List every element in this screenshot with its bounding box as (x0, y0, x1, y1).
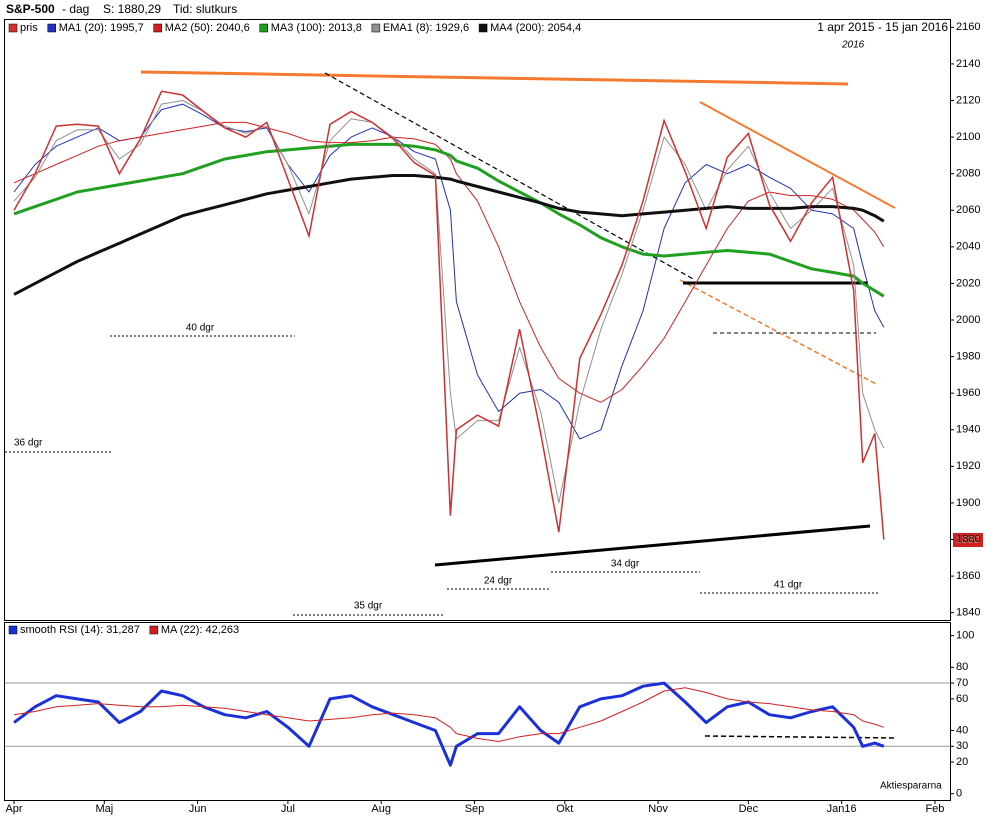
y-tick-label: 2080 (956, 168, 980, 180)
y-tick-label: 1980 (956, 350, 980, 362)
year-label: 2016 (841, 40, 865, 51)
title: S&P-500 (6, 2, 55, 16)
y-tick-label: 2000 (956, 314, 980, 326)
legend-label: smooth RSI (14): 31,287 (20, 624, 140, 636)
series-line (13, 142, 885, 298)
trend-line (140, 70, 849, 86)
y-tick-label: 70 (956, 677, 968, 689)
series-line (13, 687, 884, 742)
legend-swatch (47, 23, 56, 33)
period-label: 34 dgr (611, 559, 640, 570)
y-tick-label: 2100 (956, 131, 980, 143)
x-tick-label: Okt (556, 803, 573, 815)
rsi-frame (4, 622, 951, 801)
price-mode: Tid: slutkurs (173, 2, 237, 16)
legend-label: MA (22): 42,263 (161, 624, 239, 636)
legend-swatch (8, 23, 18, 33)
y-tick-label: 40 (956, 724, 968, 736)
period: - dag (62, 2, 89, 16)
period-arrows (5, 335, 878, 616)
trend-line (704, 735, 898, 739)
series-line (13, 681, 885, 767)
legend-swatch (153, 23, 162, 33)
x-tick-label: Jul (281, 803, 295, 815)
y-tick-label: 2120 (956, 94, 980, 106)
period-label: 35 dgr (354, 601, 383, 612)
period-label: 41 dgr (774, 580, 803, 591)
price-line (13, 90, 885, 540)
trend-line (324, 72, 696, 281)
x-tick-label: Dec (739, 803, 759, 815)
last-price-tag-text: 1880 (956, 534, 980, 546)
series-line (13, 121, 885, 403)
y-tick-label: 1880 (956, 533, 980, 545)
date-range: 1 apr 2015 - 15 jan 2016 (817, 20, 948, 34)
legend-swatch (149, 625, 159, 635)
period-label: 24 dgr (484, 576, 513, 587)
legend-bg (6, 21, 816, 35)
legend-swatch (478, 23, 488, 33)
last-price: S: 1880,29 (103, 2, 161, 16)
y-tick-label: 1860 (956, 570, 980, 582)
legend-bg (6, 624, 816, 638)
trend-lines (140, 70, 898, 739)
x-tick-label: Jan16 (827, 803, 857, 815)
y-tick-label: 2160 (956, 21, 980, 33)
legend-label: MA3 (100): 2013,8 (271, 22, 362, 34)
y-tick-label: 30 (956, 740, 968, 752)
x-tick-label: Apr (5, 803, 22, 815)
period-label: 40 dgr (186, 323, 215, 334)
y-tick-label: 20 (956, 756, 968, 768)
legend-label: pris (20, 22, 38, 34)
y-tick-label: 1900 (956, 497, 980, 509)
y-tick-label: 2040 (956, 241, 980, 253)
legend-label: MA1 (20): 1995,7 (59, 22, 144, 34)
legend-swatch (259, 23, 268, 33)
y-tick-label: 2060 (956, 204, 980, 216)
x-tick-label: Sep (465, 803, 485, 815)
y-tick-label: 60 (956, 693, 968, 705)
legend-swatch (8, 625, 18, 635)
x-tick-label: Maj (95, 803, 113, 815)
x-tick-label: Feb (925, 803, 944, 815)
y-tick-label: 1920 (956, 460, 980, 472)
y-tick-label: 1940 (956, 424, 980, 436)
series-line (13, 174, 885, 296)
y-tick-label: 1960 (956, 387, 980, 399)
y-tick-label: 2020 (956, 277, 980, 289)
x-tick-label: Jun (189, 803, 207, 815)
period-label: 36 dgr (14, 438, 43, 449)
y-tick-label: 80 (956, 661, 968, 673)
legend-label: EMA1 (8): 1929,6 (383, 22, 469, 34)
y-tick-label: 1840 (956, 607, 980, 619)
legend-label: MA4 (200): 2054,4 (490, 22, 581, 34)
trend-line (699, 101, 896, 209)
y-tick-label: 100 (956, 630, 974, 642)
series-line (13, 103, 885, 440)
y-tick-label: 0 (956, 788, 962, 800)
source: Aktiespararna (880, 781, 942, 792)
x-tick-label: Aug (371, 803, 391, 815)
trend-line (434, 524, 871, 567)
last-price-tag (953, 533, 983, 547)
x-tick-label: Nov (648, 803, 668, 815)
legend-label: MA2 (50): 2040,6 (165, 22, 250, 34)
legend-swatch (371, 23, 381, 33)
y-tick-label: 2140 (956, 58, 980, 70)
